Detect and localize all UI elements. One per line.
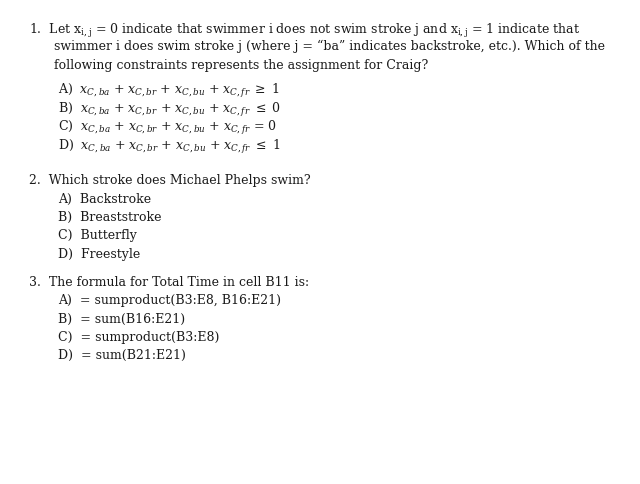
Text: 1.  Let $\mathregular{x}$$_{\mathregular{i,j}}$ = 0 indicate that swimmer i does: 1. Let $\mathregular{x}$$_{\mathregular{… xyxy=(29,22,580,40)
Text: A)  $x_{C,ba}$ + $x_{C,br}$ + $x_{C,bu}$ + $x_{C,fr}$ $\geq$ 1: A) $x_{C,ba}$ + $x_{C,br}$ + $x_{C,bu}$ … xyxy=(58,82,280,101)
Text: A)  = sumproduct(B3:E8, B16:E21): A) = sumproduct(B3:E8, B16:E21) xyxy=(58,294,280,307)
Text: A)  Backstroke: A) Backstroke xyxy=(58,193,151,206)
Text: 3.  The formula for Total Time in cell B11 is:: 3. The formula for Total Time in cell B1… xyxy=(29,276,309,289)
Text: 2.  Which stroke does Michael Phelps swim?: 2. Which stroke does Michael Phelps swim… xyxy=(29,174,310,187)
Text: D)  $x_{C,ba}$ + $x_{C,br}$ + $x_{C,bu}$ + $x_{C,fr}$ $\leq$ 1: D) $x_{C,ba}$ + $x_{C,br}$ + $x_{C,bu}$ … xyxy=(58,137,280,156)
Text: D)  = sum(B21:E21): D) = sum(B21:E21) xyxy=(58,349,186,363)
Text: B)  = sum(B16:E21): B) = sum(B16:E21) xyxy=(58,313,185,326)
Text: B)  Breaststroke: B) Breaststroke xyxy=(58,211,161,224)
Text: C)  $x_{C,ba}$ + $x_{C,br}$ + $x_{C,bu}$ + $x_{C,fr}$ = 0: C) $x_{C,ba}$ + $x_{C,br}$ + $x_{C,bu}$ … xyxy=(58,119,276,137)
Text: C)  = sumproduct(B3:E8): C) = sumproduct(B3:E8) xyxy=(58,331,219,344)
Text: B)  $x_{C,ba}$ + $x_{C,br}$ + $x_{C,bu}$ + $x_{C,fr}$ $\leq$ 0: B) $x_{C,ba}$ + $x_{C,br}$ + $x_{C,bu}$ … xyxy=(58,101,280,119)
Text: following constraints represents the assignment for Craig?: following constraints represents the ass… xyxy=(54,59,429,72)
Text: swimmer i does swim stroke j (where j = “ba” indicates backstroke, etc.). Which : swimmer i does swim stroke j (where j = … xyxy=(54,40,605,53)
Text: C)  Butterfly: C) Butterfly xyxy=(58,229,136,242)
Text: D)  Freestyle: D) Freestyle xyxy=(58,248,140,261)
